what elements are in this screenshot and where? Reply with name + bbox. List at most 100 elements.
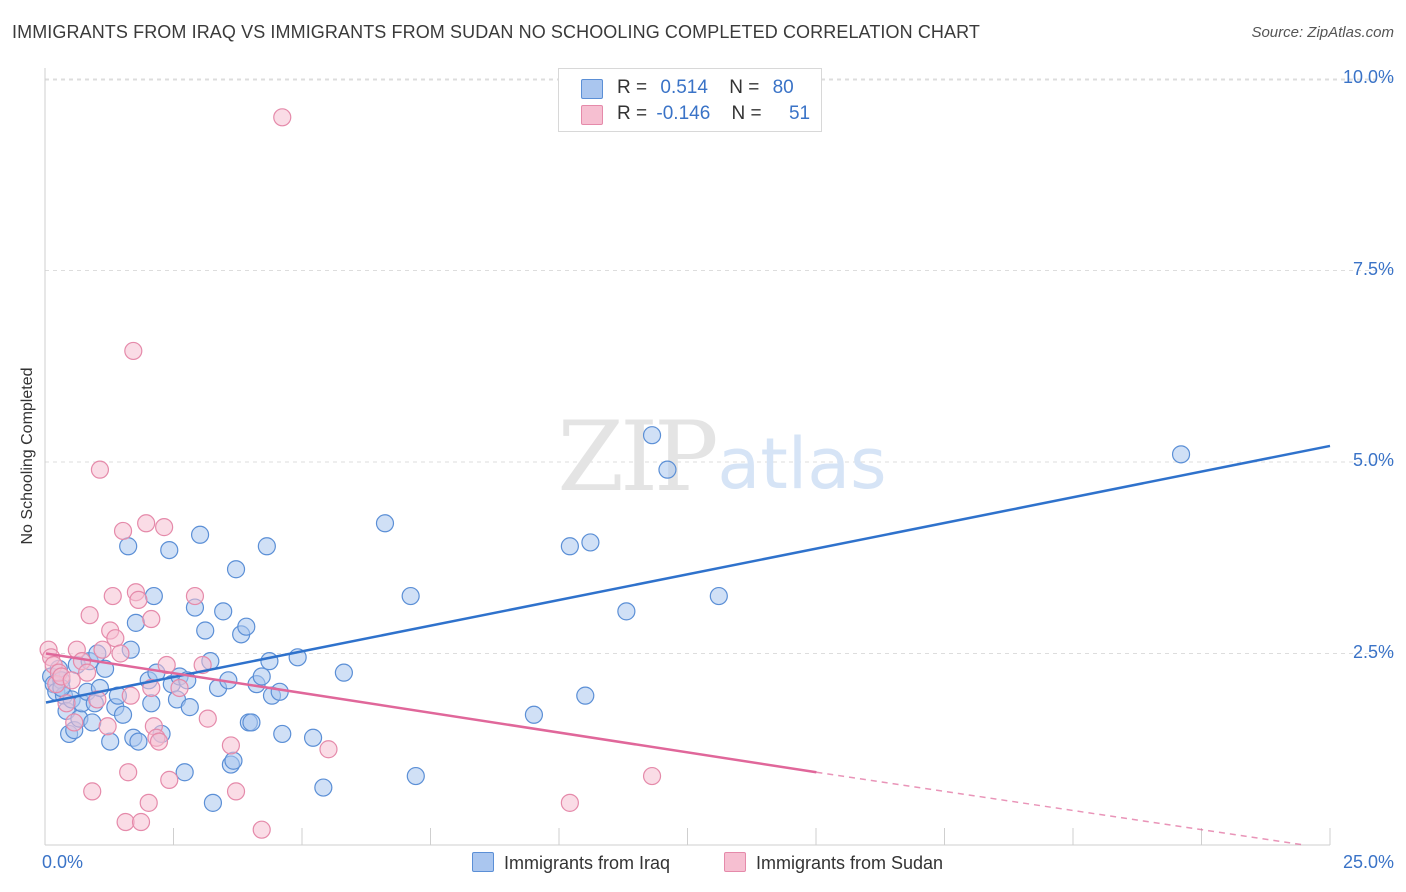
iraq-point [524,705,544,724]
iraq-point [576,686,595,705]
axes [44,68,1331,846]
sudan-point [139,793,158,812]
sudan-point [149,732,169,751]
sudan-r-label: R = [617,103,648,124]
sudan-point [65,713,84,732]
sudan-point [642,766,662,786]
iraq-point [101,732,120,751]
sudan-point [221,736,240,755]
sudan-trend-extension [816,771,1305,846]
sudan-point [121,686,140,705]
sudan-point [80,606,99,625]
watermark: ZIP atlas [557,401,886,513]
sudan-point [106,629,125,648]
iraq-point [260,652,279,671]
sudan-point [273,108,292,127]
iraq-point [142,694,161,713]
iraq-point [314,778,333,797]
legend-item-sudan: Immigrants from Sudan [724,852,943,874]
sudan-point [93,640,112,659]
iraq-r-value: 0.514 [660,77,708,98]
iraq-point [224,751,243,770]
iraq-point [83,713,102,732]
sudan-point [88,690,107,709]
legend-item-iraq: Immigrants from Iraq [472,852,670,874]
sudan-point [124,341,143,361]
legend-sudan-label: Immigrants from Sudan [756,853,944,873]
watermark-zip: ZIP [557,401,716,513]
sudan-point [113,521,133,541]
sudan-point [83,782,102,801]
iraq-point [144,586,163,606]
iraq-point [203,793,223,812]
y-tick-label: 7.5% [1352,258,1394,279]
iraq-point [375,514,395,533]
sudan-point [103,586,122,606]
sudan-n-value: 51 [788,103,811,124]
iraq-point [190,525,210,544]
x-tick-max: 25.0% [1342,852,1394,872]
chart-title: IMMIGRANTS FROM IRAQ VS IMMIGRANTS FROM … [12,22,980,42]
iraq-point [334,663,353,682]
sudan-point [170,678,189,698]
iraq-point [180,698,199,717]
iraq-point [270,682,289,701]
sudan-point [157,655,176,675]
y-tick-label: 10.0% [1342,67,1394,87]
sudan-point [77,663,97,682]
watermark-atlas: atlas [717,423,886,505]
iraq-point [581,533,600,552]
iraq-n-label: N = [729,77,760,98]
sudan-point [119,763,138,782]
sudan-point [142,609,161,629]
iraq-point [257,537,276,556]
sudan-point [185,586,205,606]
iraq-point [1171,445,1191,464]
sudan-r-value: -0.146 [656,103,711,124]
iraq-point [129,732,148,751]
sudan-point [90,460,110,479]
iraq-trend-line [45,444,1331,704]
sudan-point [137,514,156,533]
trend-lines [45,444,1331,846]
iraq-point [406,766,425,786]
y-tick-label: 2.5% [1352,641,1394,662]
iraq-point [242,713,261,732]
iraq-point [560,537,579,556]
iraq-point [113,705,133,724]
sudan-point [98,717,117,736]
correlation-legend: R = 0.514 N = 80 R = -0.146 N = 51 [558,68,822,132]
iraq-r-label: R = [617,77,648,98]
sudan-point [131,812,151,832]
iraq-n-value: 80 [772,77,794,98]
sudan-point [226,782,246,801]
sudan-point [142,678,161,698]
sudan-n-label: N = [731,103,762,124]
iraq-point [303,728,323,747]
iraq-point [214,602,233,621]
iraq-point [175,763,194,782]
iraq-point [658,460,677,479]
sudan-swatch [581,105,603,125]
sudan-point [116,812,135,832]
iraq-point [273,724,292,744]
iraq-swatch [581,79,603,99]
sudan-point [62,671,81,690]
legend-iraq-swatch [472,852,494,872]
sudan-trend-line [45,652,817,774]
y-tick-label: 5.0% [1352,450,1394,470]
iraq-point [160,540,179,560]
iraq-point [119,537,138,556]
sudan-point [111,644,130,663]
sudan-point [129,590,148,609]
source-label: Source: ZipAtlas.com [1251,24,1394,41]
iraq-point [226,560,246,579]
legend-sudan-swatch [724,852,746,872]
sudan-point [560,793,579,812]
sudan-point [252,820,271,839]
sudan-point [160,770,179,789]
iraq-point [252,667,271,686]
iraq-point [642,426,662,445]
sudan-point [198,709,217,728]
